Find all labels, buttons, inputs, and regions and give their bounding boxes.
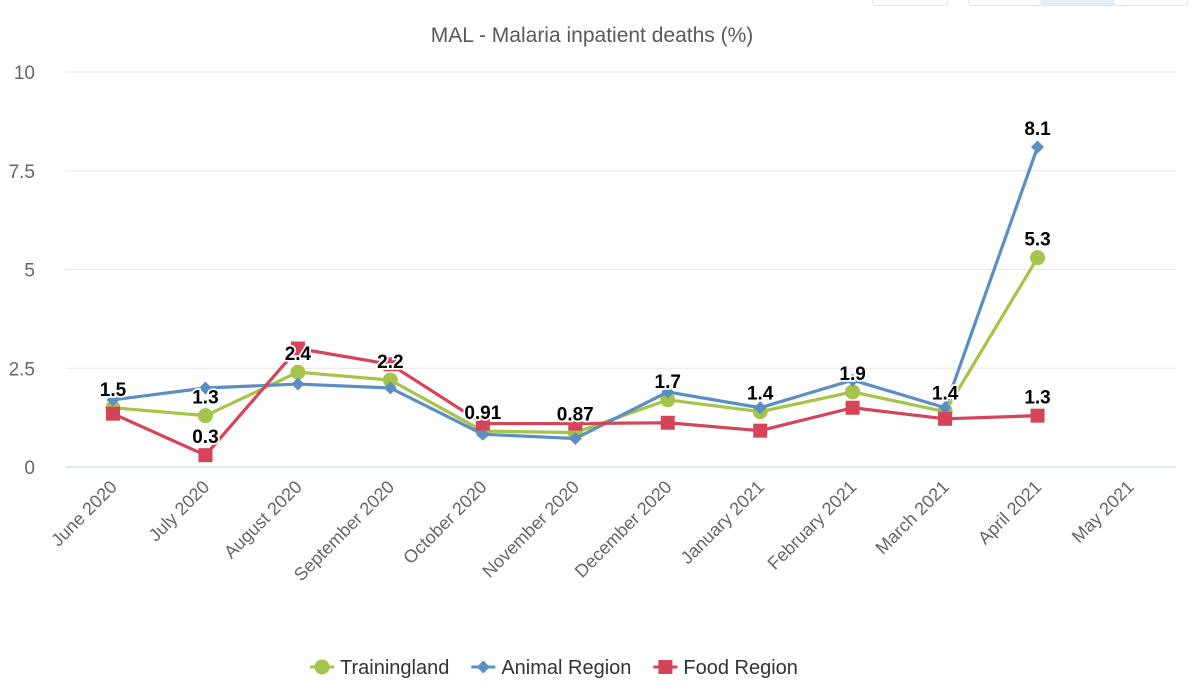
data-point-animal-region[interactable] (1031, 140, 1045, 154)
data-point-food-region[interactable] (383, 357, 398, 372)
y-tick-label: 7.5 (9, 162, 35, 183)
data-point-animal-region[interactable] (846, 373, 860, 387)
x-tick-label: November 2020 (478, 477, 583, 582)
x-tick-label: June 2020 (47, 477, 121, 551)
data-label: 1.4 (747, 384, 774, 405)
y-tick-label: 10 (14, 63, 35, 84)
data-label: 0.91 (464, 403, 501, 424)
grid-lines (66, 71, 1176, 468)
data-point-food-region[interactable] (938, 411, 953, 426)
view-toggle-right[interactable] (1113, 0, 1188, 6)
data-point-trainingland[interactable] (290, 364, 306, 380)
legend-item-food-region[interactable]: Food Region (653, 657, 798, 679)
data-point-animal-region[interactable] (476, 427, 490, 441)
data-label: 1.3 (1024, 388, 1050, 409)
legend-marker[interactable] (658, 660, 673, 674)
data-label: 2.4 (285, 344, 312, 365)
data-point-trainingland[interactable] (1030, 250, 1046, 266)
data-point-animal-region[interactable] (198, 381, 212, 395)
x-tick-label: May 2021 (1068, 477, 1138, 547)
data-label: 1.7 (655, 372, 681, 393)
legend-label: Food Region (683, 657, 798, 679)
data-point-animal-region[interactable] (106, 393, 120, 407)
data-label: 2.2 (377, 352, 403, 373)
data-point-trainingland[interactable] (660, 392, 676, 408)
y-tick-label: 0 (24, 458, 35, 479)
data-point-animal-region[interactable] (938, 401, 952, 415)
data-point-food-region[interactable] (198, 448, 213, 463)
data-point-animal-region[interactable] (753, 401, 767, 415)
data-point-animal-region[interactable] (661, 385, 675, 399)
data-label: 0.87 (557, 405, 594, 426)
data-point-food-region[interactable] (845, 400, 860, 415)
legend-label: Animal Region (501, 657, 631, 679)
data-label: 1.9 (839, 364, 865, 385)
data-label: 1.4 (932, 384, 959, 405)
data-labels: 1.5 1.3 0.3 2.4 2.2 0.91 0.87 1.7 1.4 1.9 1.4 8.1 5.… (98, 117, 1053, 450)
data-label: 5.3 (1024, 230, 1050, 251)
legend-marker[interactable] (314, 659, 330, 675)
data-label: 8.1 (1024, 119, 1051, 140)
series-group (105, 140, 1046, 463)
x-tick-label: October 2020 (399, 477, 490, 568)
legend-marker[interactable] (476, 660, 490, 674)
data-point-trainingland[interactable] (845, 384, 861, 400)
data-point-animal-region[interactable] (568, 432, 582, 446)
x-tick-label: July 2020 (145, 477, 214, 546)
x-tick-label: September 2020 (290, 477, 398, 585)
x-tick-label: August 2020 (220, 477, 306, 563)
data-point-food-region[interactable] (290, 341, 305, 356)
legend-label: Trainingland (340, 657, 449, 679)
chart-menu-button[interactable] (872, 0, 948, 6)
chart-title: MAL - Malaria inpatient deaths (%) (431, 24, 754, 47)
data-point-trainingland[interactable] (382, 372, 398, 388)
legend-item-animal-region[interactable]: Animal Region (471, 657, 631, 679)
data-point-food-region[interactable] (568, 416, 583, 431)
data-label: 1.5 (100, 380, 127, 401)
data-label: 0.3 (192, 427, 218, 448)
y-tick-label: 2.5 (9, 359, 35, 380)
data-point-food-region[interactable] (475, 416, 490, 431)
series-animal-region (106, 140, 1045, 446)
x-tick-label: February 2021 (764, 477, 861, 574)
y-tick-label: 5 (24, 261, 35, 282)
data-label: 1.3 (192, 388, 218, 409)
data-point-food-region[interactable] (753, 423, 768, 438)
data-point-animal-region[interactable] (383, 381, 397, 395)
legend-item-trainingland[interactable]: Trainingland (310, 657, 449, 679)
data-point-trainingland[interactable] (197, 408, 213, 424)
series-food-region (106, 341, 1045, 463)
data-point-animal-region[interactable] (291, 377, 305, 391)
y-axis: 0 2.5 5 7.5 10 (9, 63, 35, 479)
x-tick-label: March 2021 (872, 477, 953, 558)
x-tick-label: January 2021 (677, 477, 768, 568)
legend: Trainingland Animal Region Food Region (310, 657, 798, 679)
x-tick-label: December 2020 (571, 477, 676, 582)
data-point-food-region[interactable] (1030, 408, 1045, 423)
data-point-food-region[interactable] (660, 415, 675, 430)
x-tick-label: April 2021 (974, 477, 1045, 548)
data-point-food-region[interactable] (106, 406, 120, 421)
